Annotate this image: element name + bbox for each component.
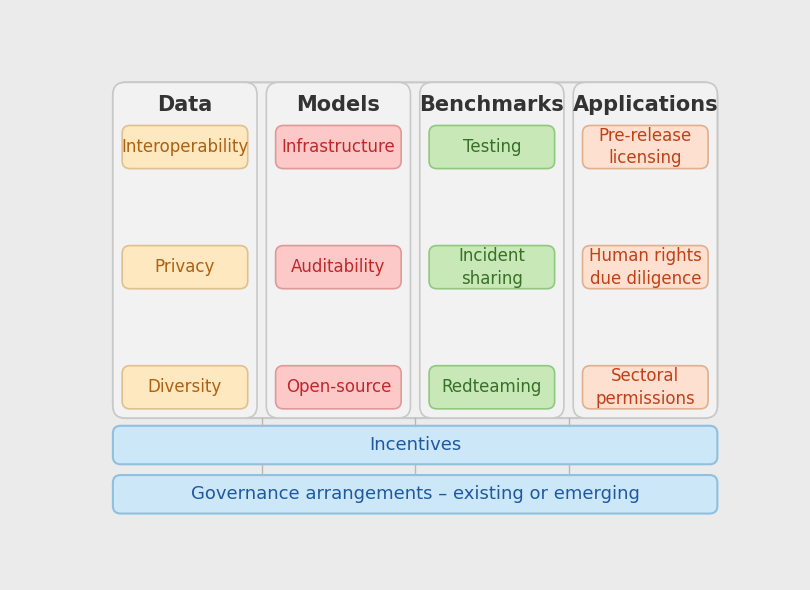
FancyBboxPatch shape — [582, 366, 708, 409]
Text: Privacy: Privacy — [155, 258, 215, 276]
Text: Auditability: Auditability — [292, 258, 386, 276]
FancyBboxPatch shape — [122, 245, 248, 289]
Text: Infrastructure: Infrastructure — [282, 138, 395, 156]
Text: Sectoral
permissions: Sectoral permissions — [595, 367, 695, 408]
Text: Governance arrangements – existing or emerging: Governance arrangements – existing or em… — [190, 486, 640, 503]
FancyBboxPatch shape — [275, 126, 401, 169]
Text: Human rights
due diligence: Human rights due diligence — [589, 247, 701, 287]
FancyBboxPatch shape — [275, 366, 401, 409]
FancyBboxPatch shape — [582, 245, 708, 289]
Text: Testing: Testing — [463, 138, 521, 156]
Text: Incident
sharing: Incident sharing — [458, 247, 526, 287]
Text: Diversity: Diversity — [147, 378, 222, 396]
Text: Incentives: Incentives — [369, 436, 461, 454]
FancyBboxPatch shape — [113, 83, 257, 418]
Text: Benchmarks: Benchmarks — [420, 96, 565, 116]
Text: Redteaming: Redteaming — [441, 378, 542, 396]
Text: Models: Models — [296, 96, 381, 116]
FancyBboxPatch shape — [113, 475, 718, 513]
Text: Data: Data — [157, 96, 212, 116]
Text: Applications: Applications — [573, 96, 718, 116]
Text: Open-source: Open-source — [286, 378, 391, 396]
FancyBboxPatch shape — [420, 83, 564, 418]
FancyBboxPatch shape — [429, 366, 555, 409]
FancyBboxPatch shape — [113, 83, 718, 418]
FancyBboxPatch shape — [429, 245, 555, 289]
FancyBboxPatch shape — [429, 126, 555, 169]
FancyBboxPatch shape — [113, 426, 718, 464]
Text: Pre-release
licensing: Pre-release licensing — [599, 127, 692, 168]
FancyBboxPatch shape — [573, 83, 718, 418]
Text: Interoperability: Interoperability — [122, 138, 249, 156]
FancyBboxPatch shape — [122, 366, 248, 409]
FancyBboxPatch shape — [122, 126, 248, 169]
FancyBboxPatch shape — [275, 245, 401, 289]
FancyBboxPatch shape — [266, 83, 411, 418]
FancyBboxPatch shape — [582, 126, 708, 169]
